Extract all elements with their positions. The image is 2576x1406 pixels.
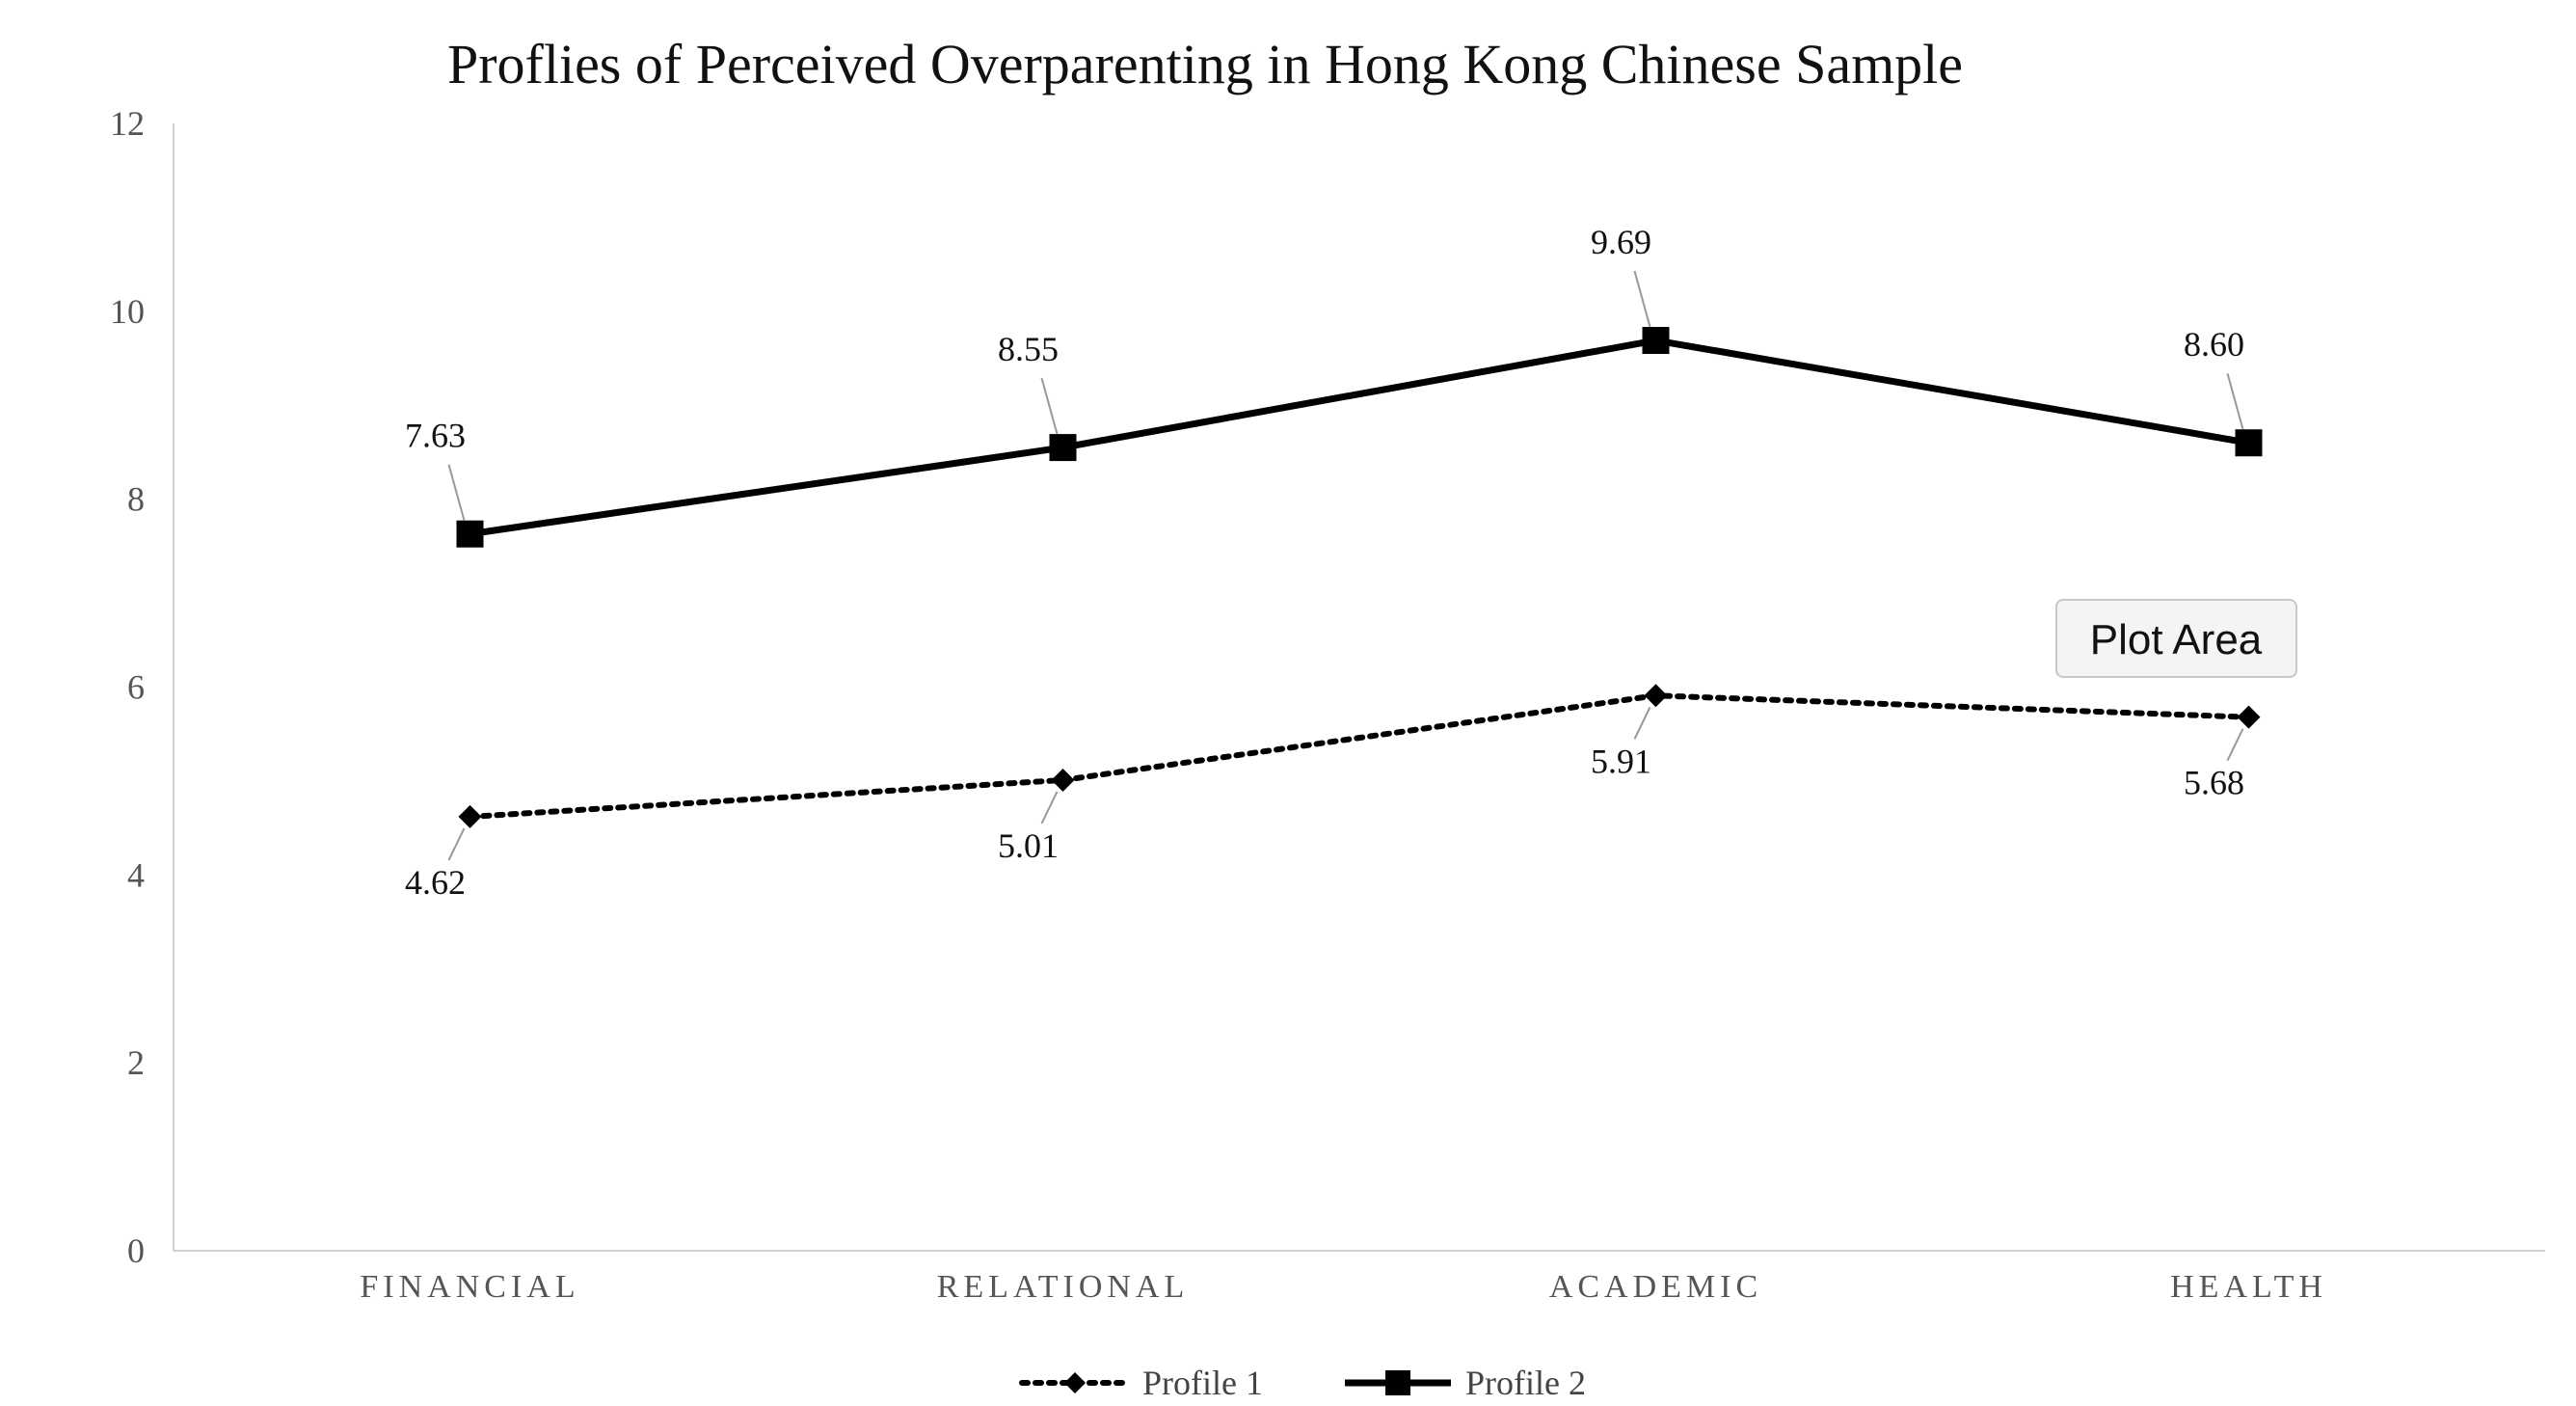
data-point-marker[interactable] (1049, 434, 1077, 462)
data-point-marker[interactable] (2235, 429, 2263, 457)
data-label: 5.68 (2184, 764, 2244, 802)
tooltip-label: Plot Area (2090, 616, 2263, 663)
data-point-marker[interactable] (1644, 684, 1668, 708)
x-tick-label: FINANCIAL (360, 1269, 579, 1305)
y-tick-label: 8 (127, 480, 145, 519)
data-point-marker[interactable] (1642, 327, 1670, 355)
data-label: 4.62 (405, 863, 466, 902)
y-tick-label: 2 (127, 1043, 145, 1082)
data-label-leader-line (2226, 372, 2244, 430)
legend: Profile 1 Profile 2 (1019, 1364, 1586, 1402)
chart-title: Proflies of Perceived Overparenting in H… (447, 33, 1963, 95)
y-tick-label: 10 (110, 292, 145, 331)
data-label: 8.60 (2184, 325, 2244, 364)
legend-label: Profile 2 (1465, 1364, 1586, 1401)
data-label: 9.69 (1591, 223, 1651, 261)
data-label: 8.55 (998, 330, 1059, 368)
y-tick-label: 6 (127, 668, 145, 707)
legend-label: Profile 1 (1142, 1364, 1263, 1401)
y-tick-label: 0 (127, 1231, 145, 1270)
data-label-leader-line (1040, 791, 1059, 825)
data-label-leader-line (447, 827, 466, 861)
series-2: 7.63 8.55 9.69 8.60 (405, 223, 2263, 548)
data-point-marker[interactable] (456, 520, 484, 548)
data-label-leader-line (2226, 728, 2244, 762)
legend-item-2[interactable]: Profile 2 (1345, 1364, 1586, 1402)
series-line (467, 692, 2252, 820)
legend-marker-diamond (1064, 1372, 1086, 1393)
data-label-leader-line (1040, 377, 1059, 435)
data-label-leader-line (1633, 706, 1651, 740)
data-point-marker[interactable] (2237, 705, 2261, 729)
data-label-leader-line (447, 464, 466, 521)
x-axis-ticks: FINANCIAL RELATIONAL ACADEMIC HEALTH (360, 1269, 2327, 1305)
data-label: 5.01 (998, 826, 1059, 865)
data-label: 7.63 (405, 417, 466, 455)
data-point-marker[interactable] (1051, 768, 1075, 792)
legend-item-1[interactable]: Profile 1 (1019, 1364, 1263, 1402)
y-tick-label: 4 (127, 855, 145, 894)
data-point-marker[interactable] (458, 804, 482, 828)
tooltip-box (2055, 599, 2297, 678)
y-axis-ticks: 0 2 4 6 8 10 12 (110, 104, 145, 1270)
x-tick-label: ACADEMIC (1549, 1269, 1762, 1305)
x-tick-label: RELATIONAL (937, 1269, 1190, 1305)
x-tick-label: HEALTH (2170, 1269, 2327, 1305)
series-line (469, 337, 2250, 538)
data-label: 5.91 (1591, 742, 1651, 780)
plot-area-tooltip: Plot Area (2055, 599, 2297, 678)
y-tick-label: 12 (110, 104, 145, 143)
plot-area[interactable]: 4.62 5.01 5.91 5.68 7.63 8.55 9.69 8.60 (405, 223, 2263, 902)
series-1: 4.62 5.01 5.91 5.68 (405, 684, 2261, 902)
legend-marker-square (1385, 1370, 1410, 1395)
data-label-leader-line (1633, 270, 1651, 328)
